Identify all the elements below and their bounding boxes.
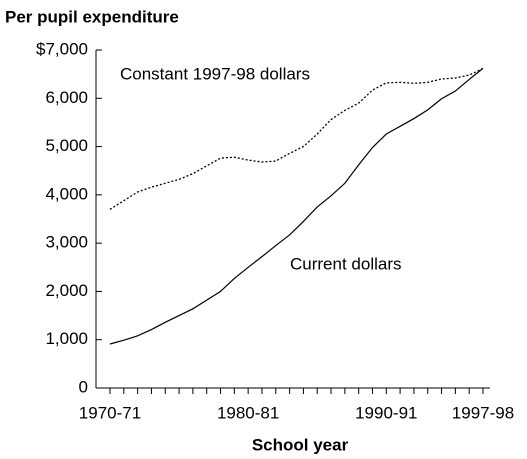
x-tick-label: 1980-81 xyxy=(217,403,279,422)
series-label: Current dollars xyxy=(290,254,402,273)
y-tick-label: 0 xyxy=(79,377,88,396)
x-axis-label: School year xyxy=(252,435,349,454)
y-tick-label: 3,000 xyxy=(45,233,88,252)
series-line xyxy=(109,67,484,210)
x-tick-label: 1970-71 xyxy=(79,403,141,422)
y-tick-label: 6,000 xyxy=(45,88,88,107)
x-tick-label: 1997-98 xyxy=(452,403,514,422)
y-tick-label: 2,000 xyxy=(45,281,88,300)
chart-title: Per pupil expenditure xyxy=(5,7,179,26)
x-tick-label: 1990-91 xyxy=(355,403,417,422)
series-label: Constant 1997-98 dollars xyxy=(120,64,310,83)
series-line xyxy=(109,67,484,345)
y-tick-label: 1,000 xyxy=(45,329,88,348)
y-tick-label: 4,000 xyxy=(45,184,88,203)
y-tick-label: $7,000 xyxy=(36,39,88,58)
y-tick-label: 5,000 xyxy=(45,136,88,155)
